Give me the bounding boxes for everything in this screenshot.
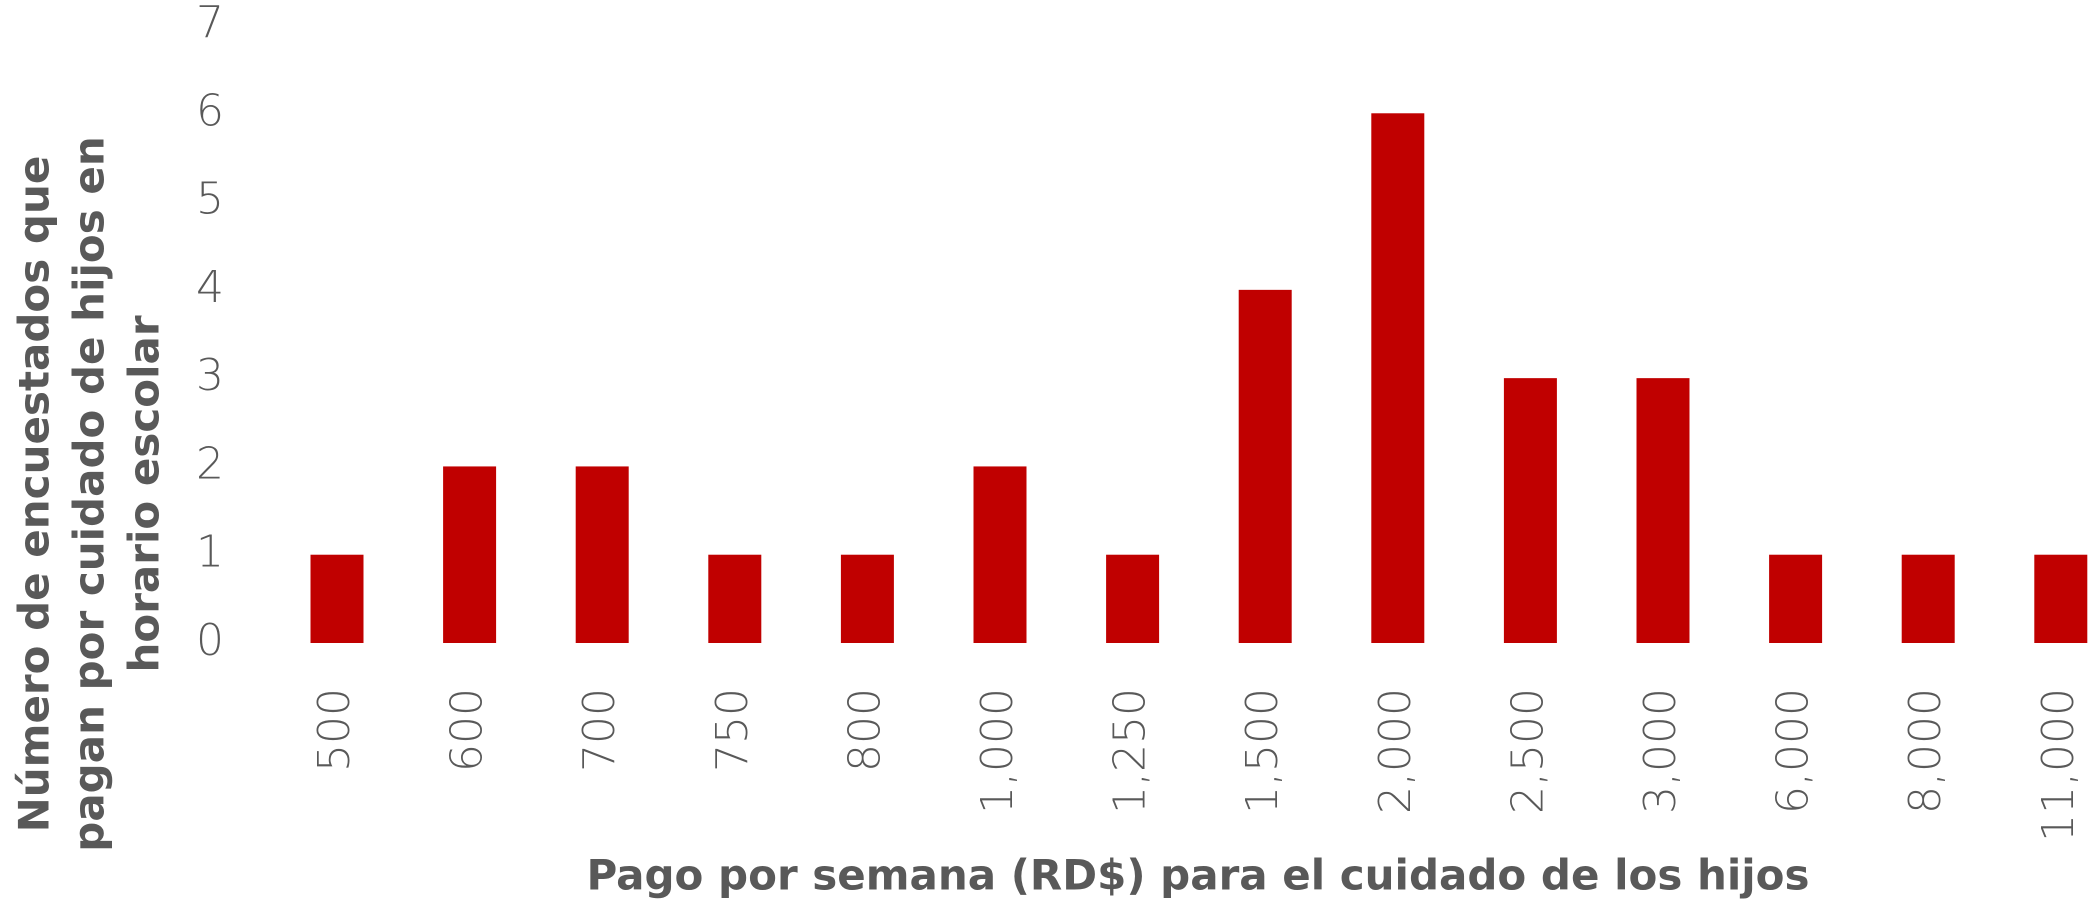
x-tick-label: 11,000 <box>2033 688 2084 842</box>
bar <box>840 554 894 643</box>
x-tick-label: 6,000 <box>1768 688 1819 814</box>
y-axis-title: pagan por cuidado de hijos en <box>65 136 114 851</box>
x-tick-label: 800 <box>839 688 890 772</box>
x-tick-label: 700 <box>574 688 625 772</box>
x-tick-label: 1,000 <box>972 688 1023 814</box>
y-tick-label: 6 <box>196 85 224 136</box>
bar <box>1106 554 1160 643</box>
bar <box>443 466 497 643</box>
y-tick-label: 7 <box>196 0 224 48</box>
y-axis-title: Número de encuestados que <box>10 156 59 833</box>
x-tick-label: 2,500 <box>1502 688 1553 814</box>
bar <box>973 466 1027 643</box>
y-tick-label: 4 <box>196 262 224 313</box>
x-tick-label: 3,000 <box>1635 688 1686 814</box>
x-tick-label: 750 <box>707 688 758 772</box>
x-tick-label: 1,500 <box>1237 688 1288 814</box>
y-axis-title: horario escolar <box>120 315 169 672</box>
y-tick-label: 2 <box>196 438 224 489</box>
x-tick-label: 1,250 <box>1105 688 1156 814</box>
bar <box>1901 554 1955 643</box>
x-tick-label: 2,000 <box>1370 688 1421 814</box>
y-tick-label: 0 <box>196 615 224 666</box>
bar <box>575 466 629 643</box>
bar <box>1371 113 1425 644</box>
y-tick-label: 3 <box>196 350 224 401</box>
bar <box>1636 378 1690 643</box>
x-tick-label: 500 <box>309 688 360 772</box>
bar <box>1503 378 1557 643</box>
bar <box>2034 554 2088 643</box>
x-tick-label: 8,000 <box>1900 688 1951 814</box>
x-tick-label: 600 <box>442 688 493 772</box>
bar <box>708 554 762 643</box>
bar <box>1769 554 1823 643</box>
bar <box>310 554 364 643</box>
y-tick-label: 5 <box>196 174 224 225</box>
x-axis-title: Pago por semana (RD$) para el cuidado de… <box>586 851 1809 900</box>
y-tick-label: 1 <box>196 527 224 578</box>
bar <box>1238 289 1292 643</box>
